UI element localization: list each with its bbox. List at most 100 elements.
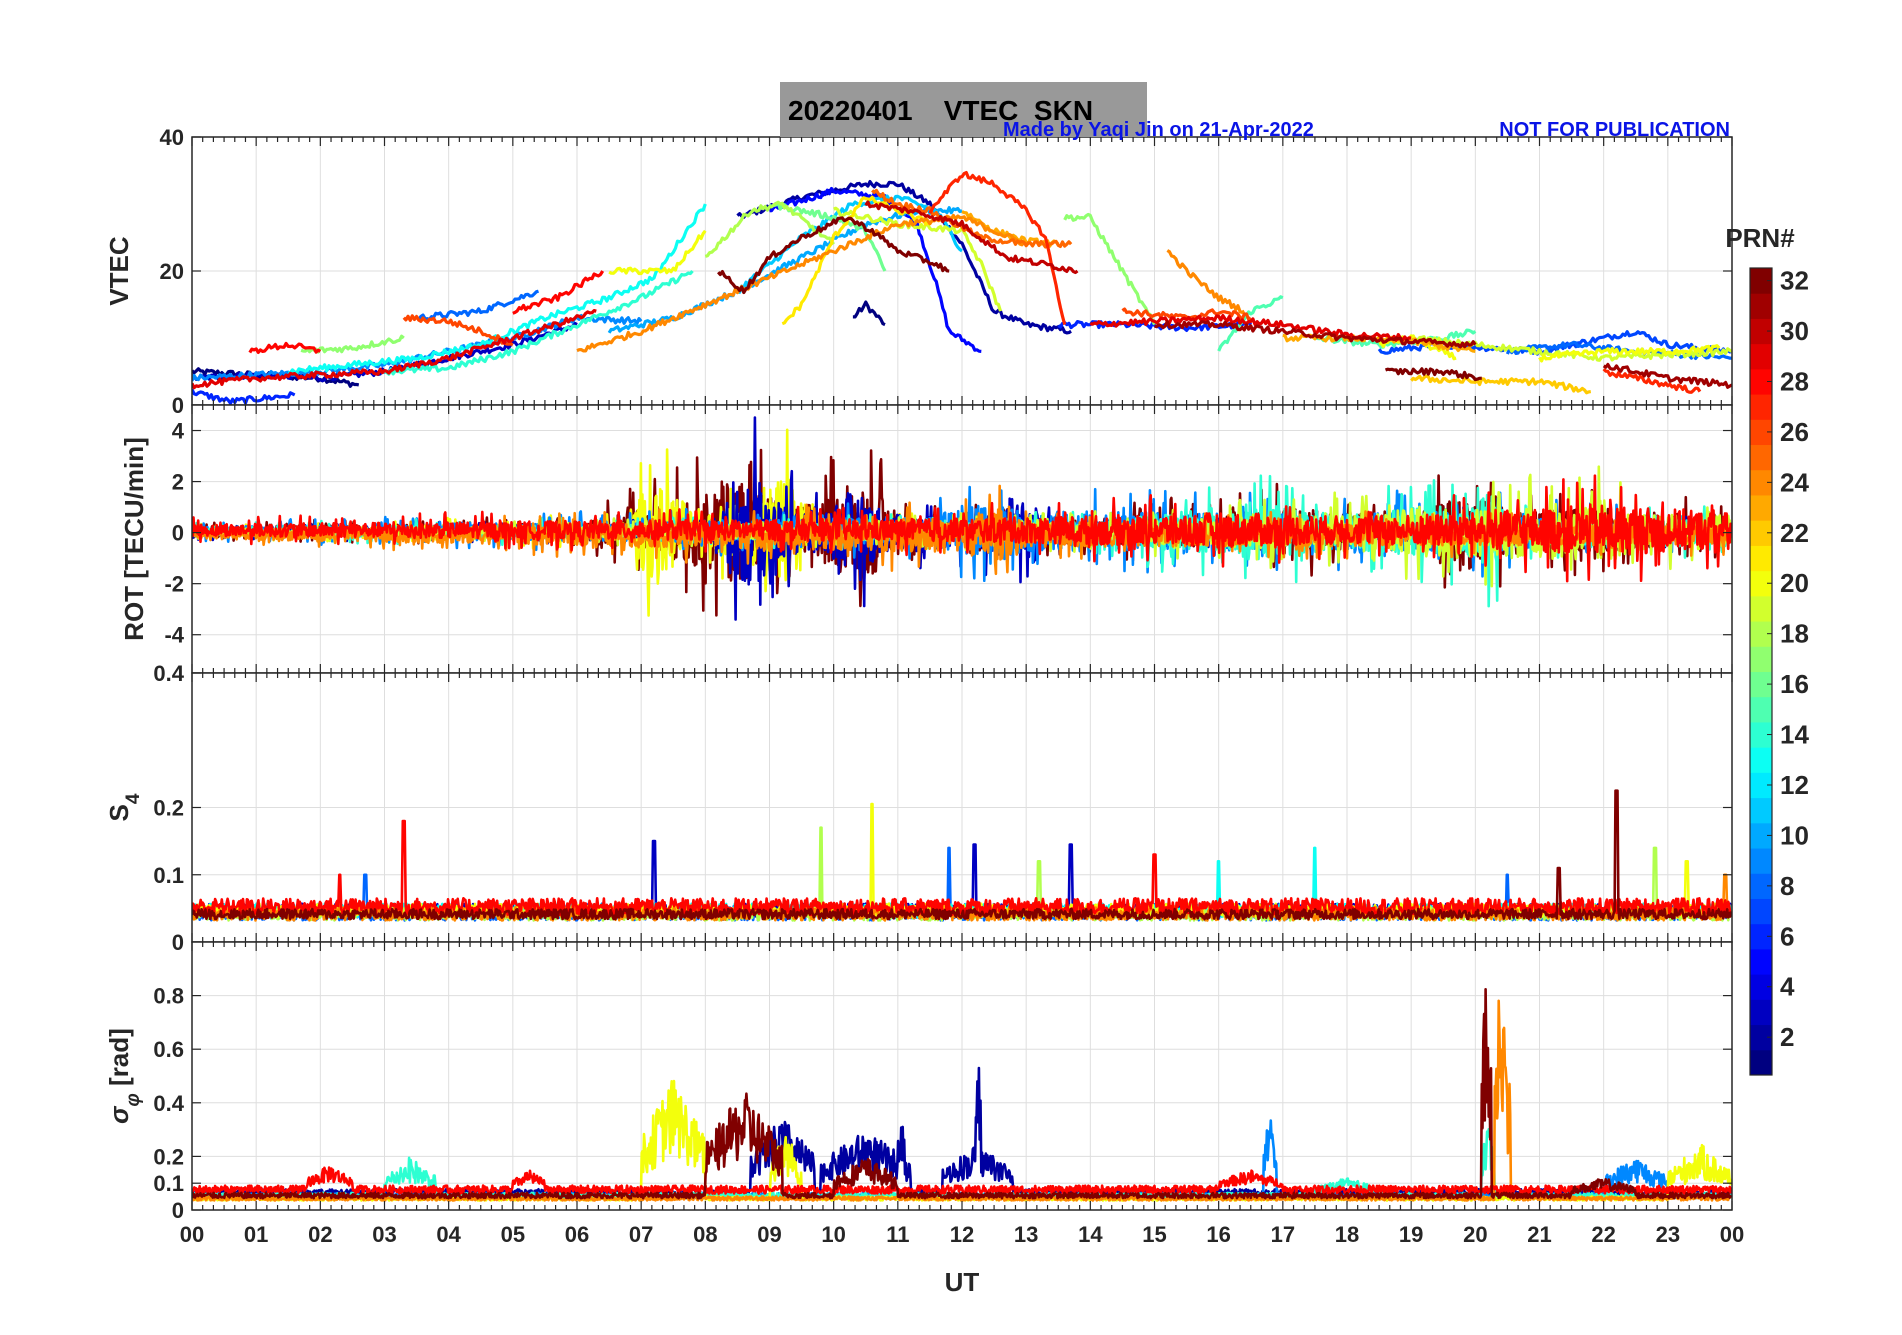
colorbar-tick-label: 32 — [1780, 266, 1809, 296]
panel-sigma_phi-xticks — [191, 942, 1733, 1210]
colorbar-cell-prn-14 — [1750, 721, 1772, 748]
y-tick-label: -4 — [164, 623, 184, 648]
colorbar-cell-prn-17 — [1750, 646, 1772, 672]
colorbar-tick-label: 22 — [1780, 518, 1809, 548]
y-tick-label: 0.8 — [153, 984, 184, 1009]
prn-28-vtec-trace-1 — [512, 270, 605, 315]
y-tick-label: 0 — [172, 393, 184, 418]
colorbar-cell-prn-9 — [1750, 848, 1772, 874]
colorbar-tick-label: 10 — [1780, 820, 1809, 850]
x-tick-label: 00 — [1720, 1222, 1744, 1247]
prn-6-vtec-trace-0 — [192, 388, 296, 405]
y-tick-label: 0.1 — [153, 1171, 184, 1196]
colorbar-tick-label: 12 — [1780, 770, 1809, 800]
colorbar-cell-prn-2 — [1750, 1024, 1772, 1051]
colorbar-cell-prn-19 — [1750, 595, 1772, 622]
colorbar-cell-prn-5 — [1750, 948, 1772, 975]
colorbar-cell-prn-25 — [1750, 444, 1772, 471]
colorbar-cell-prn-3 — [1750, 999, 1772, 1026]
panel-s4-xticks — [191, 673, 1733, 942]
prn-32-vtec-trace-0 — [717, 216, 950, 295]
colorbar-tick-label: 4 — [1780, 972, 1795, 1002]
prn-31-vtec-trace-1 — [1602, 362, 1732, 389]
colorbar-cell-prn-21 — [1750, 545, 1772, 572]
prn-19-vtec-trace-0 — [833, 206, 1003, 312]
x-tick-label: 19 — [1399, 1222, 1423, 1247]
x-tick-label: 15 — [1142, 1222, 1166, 1247]
prn-17-vtec-trace-1 — [1063, 212, 1156, 326]
colorbar-cell-prn-23 — [1750, 494, 1772, 521]
colorbar-tick-label: 26 — [1780, 417, 1809, 447]
colorbar-label: PRN# — [1725, 223, 1795, 253]
x-tick-label: 01 — [244, 1222, 268, 1247]
x-tick-label: 21 — [1527, 1222, 1551, 1247]
x-tick-label: 16 — [1206, 1222, 1230, 1247]
colorbar-cell-prn-26 — [1750, 419, 1772, 446]
x-tick-label: 00 — [180, 1222, 204, 1247]
prn-1-vtec-trace-1 — [852, 300, 886, 327]
y-tick-label: 0 — [172, 521, 184, 546]
y-tick-label: 0.2 — [153, 796, 184, 821]
panel-sigma_phi: 00.10.2 0.4 0.6 0.8 σφ [rad] — [104, 941, 1733, 1223]
x-tick-label: 02 — [308, 1222, 332, 1247]
prn-28-sigma_phi-trace — [192, 1166, 1732, 1195]
prn-15-vtec-trace-1 — [1313, 328, 1477, 349]
x-tick-label: 20 — [1463, 1222, 1487, 1247]
notice-text: NOT FOR PUBLICATION — [1499, 119, 1730, 141]
x-axis: 00 01 02 03 04 05 06 07 08 09 10 11 12 13 14 15 16 17 18 19… — [180, 1222, 1744, 1297]
prn-26-vtec-trace-1 — [1121, 307, 1252, 321]
colorbar-cell-prn-28 — [1750, 368, 1772, 395]
colorbar-cell-prn-1 — [1750, 1049, 1772, 1076]
colorbar-cell-prn-30 — [1750, 318, 1772, 345]
x-tick-label: 23 — [1656, 1222, 1680, 1247]
x-tick-label: 14 — [1078, 1222, 1103, 1247]
prn-28-s4-trace — [192, 819, 1732, 917]
colorbar-tick-label: 24 — [1780, 467, 1809, 497]
panel-vtec: 0 20 40 VTEC — [104, 125, 1733, 418]
prn-18-vtec-trace-0 — [704, 200, 835, 258]
x-tick-label: 17 — [1271, 1222, 1295, 1247]
prn-14-vtec-trace-0 — [384, 269, 694, 376]
panel-s4-series — [192, 789, 1732, 922]
colorbar-cell-prn-4 — [1750, 974, 1772, 1000]
panel-sigma_phi-series — [192, 987, 1732, 1202]
prn-20-vtec-trace-0 — [608, 229, 707, 276]
y-tick-label: 40 — [160, 125, 184, 150]
x-tick-label: 13 — [1014, 1222, 1038, 1247]
prn-24-vtec-trace-1 — [1166, 249, 1246, 314]
title-box — [780, 82, 1147, 137]
colorbar-tick-label: 18 — [1780, 619, 1809, 649]
colorbar-cell-prn-27 — [1750, 394, 1772, 420]
colorbar-cell-prn-10 — [1750, 822, 1772, 849]
x-tick-label: 05 — [501, 1222, 525, 1247]
prn-5-vtec-trace-0 — [769, 186, 982, 353]
prn-21-vtec-trace-0 — [781, 195, 931, 326]
y-tick-label: 4 — [172, 419, 185, 444]
prn-2-vtec-trace-0 — [736, 180, 1072, 335]
prn-27-vtec-trace-1 — [1602, 367, 1702, 394]
panel-rot-xticks — [191, 405, 1733, 673]
prn-32-s4-trace — [192, 789, 1732, 921]
x-tick-label: 11 — [886, 1222, 909, 1247]
panel-vtec-series — [192, 171, 1732, 405]
colorbar-cell-prn-12 — [1750, 772, 1772, 799]
panel-rot-series — [192, 416, 1732, 621]
y-tick-label: 0.4 — [153, 1091, 184, 1116]
panel-s4: 00.10.20.4S4 — [104, 661, 1733, 955]
colorbar-cell-prn-8 — [1750, 873, 1772, 899]
prn-20-vtec-trace-2 — [1538, 344, 1721, 363]
header: 20220401 VTEC SKN Made by Yaqi Jin on 21… — [780, 82, 1730, 141]
x-tick-label: 03 — [372, 1222, 396, 1247]
prn-11-vtec-trace-0 — [736, 194, 963, 294]
colorbar-cell-prn-31 — [1750, 293, 1772, 319]
prn-8-vtec-trace-0 — [415, 289, 540, 322]
colorbar-tick-label: 28 — [1780, 366, 1809, 396]
prn-30-vtec-trace-0 — [864, 200, 1079, 275]
x-tick-label: 08 — [693, 1222, 717, 1247]
colorbar-cell-prn-24 — [1750, 469, 1772, 496]
colorbar-tick-label: 6 — [1780, 921, 1794, 951]
x-tick-label: 18 — [1335, 1222, 1359, 1247]
x-tick-label: 06 — [565, 1222, 589, 1247]
colorbar-cell-prn-20 — [1750, 570, 1772, 597]
